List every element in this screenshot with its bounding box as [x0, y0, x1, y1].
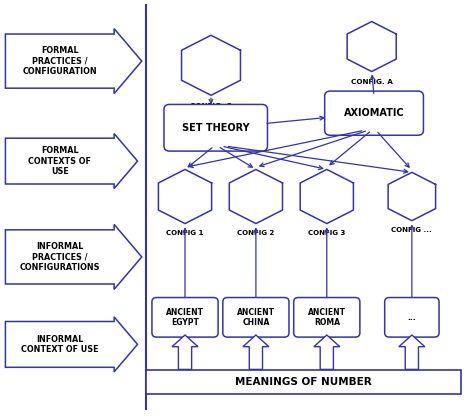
Polygon shape	[172, 335, 198, 370]
Polygon shape	[5, 28, 142, 94]
FancyBboxPatch shape	[164, 104, 267, 151]
Text: SET THEORY: SET THEORY	[182, 123, 249, 133]
Text: CONFIG 3: CONFIG 3	[308, 230, 346, 236]
Text: CONFIG. A: CONFIG. A	[351, 79, 392, 85]
FancyBboxPatch shape	[146, 370, 462, 395]
Polygon shape	[5, 224, 142, 289]
Text: CONFIG 2: CONFIG 2	[237, 230, 274, 236]
Text: MEANINGS OF NUMBER: MEANINGS OF NUMBER	[236, 377, 372, 387]
Text: ANCIENT
EGYPT: ANCIENT EGYPT	[166, 308, 204, 327]
Text: INFORMAL
PRACTICES /
CONFIGURATIONS: INFORMAL PRACTICES / CONFIGURATIONS	[19, 242, 100, 272]
Text: INFORMAL
CONTEXT OF USE: INFORMAL CONTEXT OF USE	[21, 335, 99, 354]
Text: FORMAL
PRACTICES /
CONFIGURATION: FORMAL PRACTICES / CONFIGURATION	[22, 46, 97, 76]
Polygon shape	[5, 134, 137, 189]
Text: CONFIG ...: CONFIG ...	[392, 227, 432, 233]
Polygon shape	[5, 317, 137, 372]
Text: ANCIENT
CHINA: ANCIENT CHINA	[237, 308, 275, 327]
FancyBboxPatch shape	[152, 298, 218, 337]
Text: ...: ...	[408, 313, 416, 322]
Text: ANCIENT
ROMA: ANCIENT ROMA	[308, 308, 346, 327]
Text: CONFIG 1: CONFIG 1	[166, 230, 204, 236]
Polygon shape	[314, 335, 340, 370]
FancyBboxPatch shape	[325, 91, 423, 135]
Polygon shape	[399, 335, 425, 370]
FancyBboxPatch shape	[223, 298, 289, 337]
Text: FORMAL
CONTEXTS OF
USE: FORMAL CONTEXTS OF USE	[28, 146, 91, 176]
Polygon shape	[243, 335, 269, 370]
Text: CONFIG. C: CONFIG. C	[190, 103, 232, 109]
Text: AXIOMATIC: AXIOMATIC	[344, 108, 404, 118]
FancyBboxPatch shape	[294, 298, 360, 337]
FancyBboxPatch shape	[385, 298, 439, 337]
